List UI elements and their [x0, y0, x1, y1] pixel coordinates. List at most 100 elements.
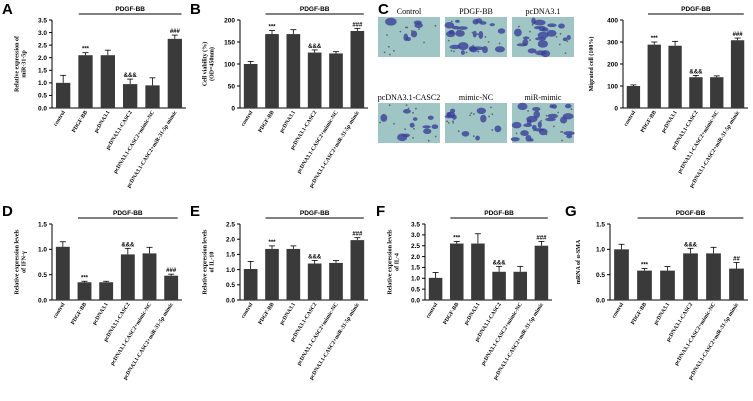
cell	[541, 27, 549, 32]
y-tick-label: 2.5	[226, 221, 235, 228]
y-tick-label: 200	[224, 17, 235, 24]
significance-label: ###	[166, 268, 177, 274]
significance-label: &&&	[308, 44, 322, 50]
cell	[423, 128, 432, 135]
pore	[472, 135, 475, 138]
cell	[444, 22, 455, 29]
bar	[243, 268, 258, 300]
bar	[123, 84, 138, 108]
y-tick-label: 3.5	[38, 17, 47, 24]
pore	[560, 131, 562, 133]
y-tick-label: 1.0	[38, 80, 47, 87]
y-tick-label: 1.5	[596, 221, 605, 228]
pore	[384, 115, 387, 117]
x-tick-label: control	[240, 302, 254, 320]
y-axis-label: (OD=450nm)	[209, 47, 216, 81]
bar	[56, 82, 71, 108]
cell	[412, 117, 418, 121]
cell	[455, 19, 460, 23]
cell	[449, 44, 461, 50]
pore	[547, 52, 550, 55]
pore	[415, 107, 417, 110]
pore	[423, 41, 425, 44]
pore	[559, 32, 562, 35]
image-label: pcDNA3.1-CASC2	[378, 93, 440, 102]
x-tick-label: control	[52, 302, 66, 320]
pore	[410, 29, 413, 32]
group-label: PDGF-BB	[300, 210, 330, 217]
x-tick-label: pcDNA3.1-CASC2+mimic-NC	[480, 302, 524, 367]
cell	[534, 37, 547, 41]
pore	[491, 129, 494, 131]
pore	[418, 28, 420, 31]
panel-letter: G	[565, 203, 577, 220]
pore	[533, 129, 535, 132]
pore	[540, 119, 543, 122]
pore	[450, 20, 453, 23]
bar	[286, 248, 301, 300]
pore	[476, 33, 479, 36]
pore	[471, 31, 474, 34]
y-axis-label: Relative expression levels	[15, 229, 21, 295]
pore	[407, 107, 410, 110]
significance-label: ###	[352, 22, 363, 28]
panel-letter: E	[190, 203, 200, 220]
cell	[547, 23, 557, 28]
image-label: pcDNA3.1	[526, 7, 561, 16]
x-tick-label: pcDNA3.1-CASC2+miR-31-5p mimic	[688, 301, 741, 381]
bar	[660, 270, 675, 300]
significance-label: ###	[352, 232, 363, 238]
micrograph-grid: Control PDGF-BB pcDNA3.1 pcDNA3.1-CASC2 mimi…	[378, 7, 575, 143]
pore	[457, 130, 460, 133]
bar-chart: E 0.0 0.5 1.0 1.5 2.0 2.5 Relative expression l…	[190, 203, 368, 381]
bar	[637, 270, 652, 300]
cell	[537, 31, 549, 39]
group-label: PDGF-BB	[681, 6, 711, 13]
y-tick-label: 0.0	[38, 105, 47, 112]
x-tick-label: control	[623, 110, 637, 128]
x-tick-label: control	[53, 110, 67, 128]
cell	[540, 50, 551, 58]
significance-label: ***	[268, 240, 276, 246]
significance-label: &&&	[121, 242, 135, 248]
cell	[566, 35, 571, 40]
pore	[535, 109, 537, 112]
group-label: PDGF-BB	[113, 210, 143, 217]
bar	[329, 262, 343, 300]
x-tick-label: pcDNA3.1	[92, 302, 110, 326]
pore	[434, 24, 437, 27]
pore	[557, 111, 560, 114]
cell	[564, 103, 572, 109]
cell	[520, 130, 529, 137]
pore	[498, 42, 501, 45]
pore	[535, 52, 538, 54]
cell	[422, 125, 431, 129]
significance-label: ###	[170, 29, 181, 35]
y-tick-label: 1.5	[226, 252, 235, 259]
pore	[379, 121, 381, 124]
y-tick-label: 300	[607, 39, 618, 46]
significance-label: &&&	[124, 73, 138, 79]
y-axis-label: of IL-10	[210, 252, 216, 273]
pore	[388, 45, 390, 48]
pore	[473, 113, 475, 115]
cell	[489, 23, 495, 27]
y-tick-label: 200	[607, 61, 618, 68]
y-tick-label: 0.5	[411, 286, 420, 293]
bar-chart: B 0 50 100 150 200 Cell viability (%) (OD=450nm…	[190, 1, 368, 189]
pore	[383, 51, 386, 54]
y-tick-label: 2.5	[411, 243, 420, 250]
cell	[532, 106, 541, 112]
significance-label: &&&	[493, 260, 507, 266]
y-axis-label: miR-31-5p	[22, 50, 28, 78]
cell	[562, 113, 574, 120]
pore	[520, 43, 523, 46]
pore	[434, 135, 437, 138]
y-tick-label: 3.0	[411, 232, 420, 239]
x-tick-label: pcDNA3.1-CASC2+miR-31-5p mimic	[126, 109, 179, 189]
cell	[562, 37, 568, 42]
y-tick-label: 0.5	[38, 272, 47, 279]
y-tick-label: 1.5	[38, 68, 47, 75]
pore	[413, 127, 415, 130]
